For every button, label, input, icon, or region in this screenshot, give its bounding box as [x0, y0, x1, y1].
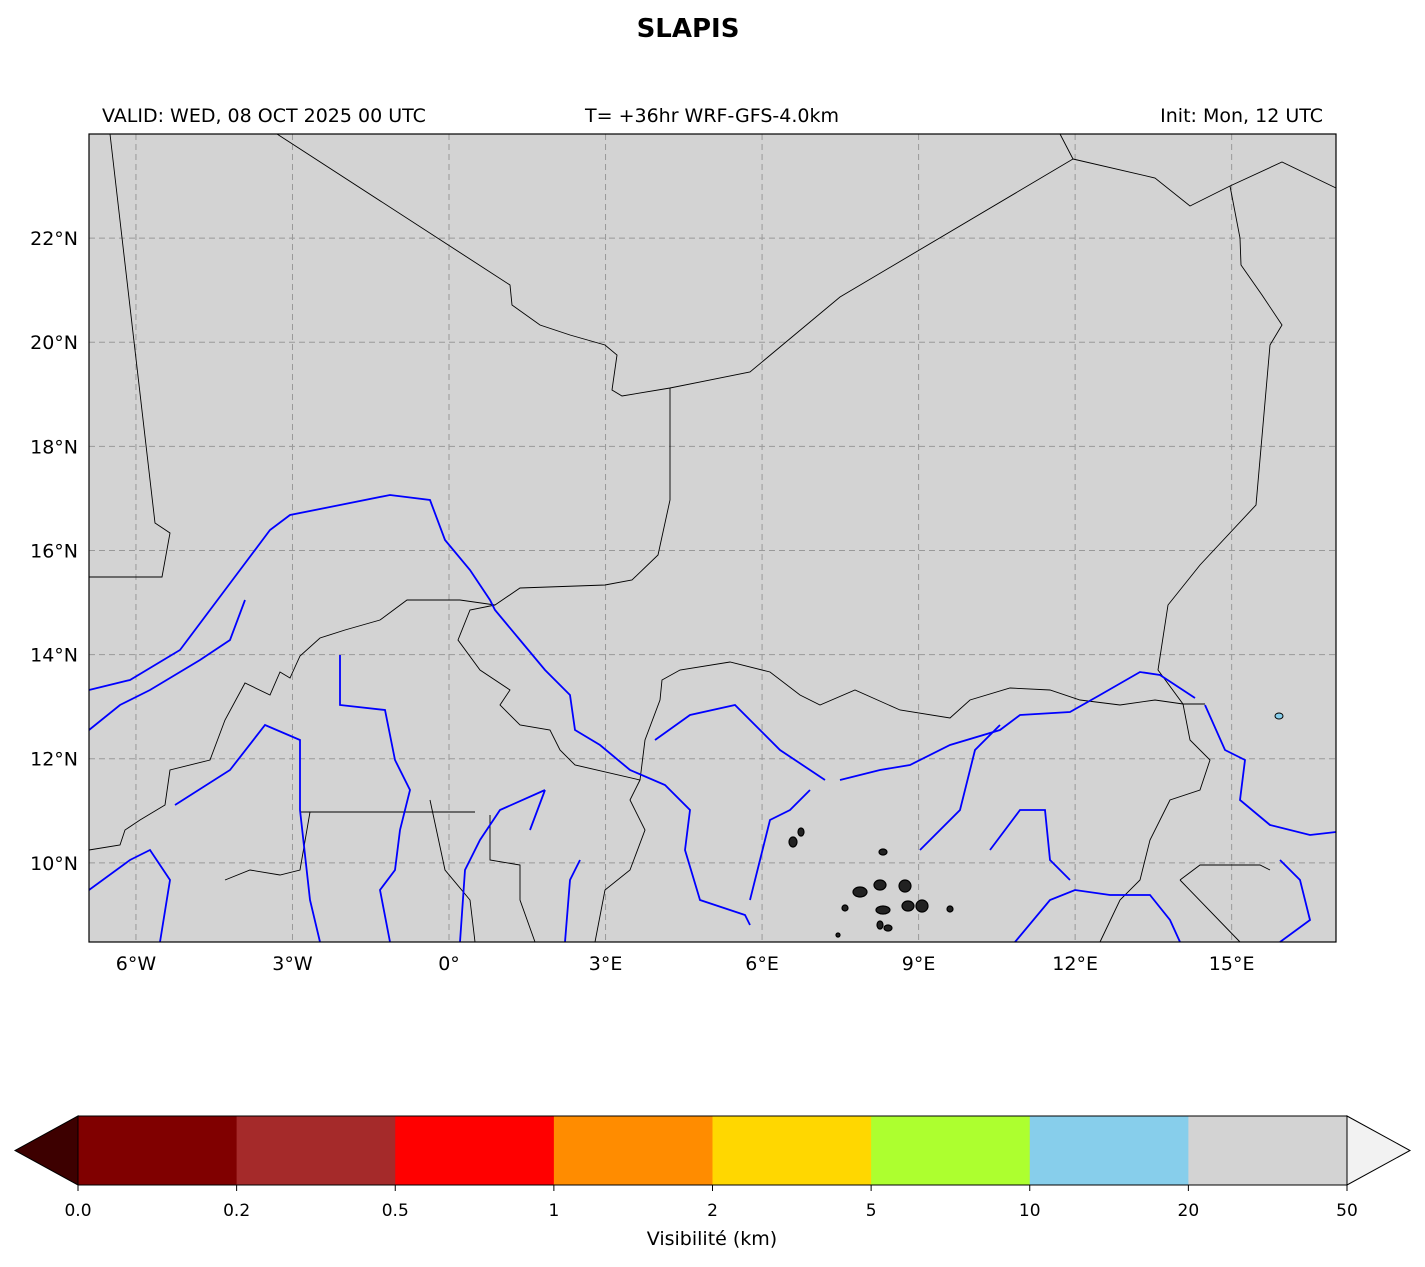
colorbar-segment	[236, 1116, 396, 1185]
y-tick-label: 16°N	[30, 540, 78, 562]
colorbar-label: Visibilité (km)	[647, 1228, 777, 1250]
run-info: T= +36hr WRF-GFS-4.0km	[584, 105, 839, 127]
colorbar-segment	[395, 1116, 555, 1185]
colorbar-segment	[712, 1116, 872, 1185]
colorbar-segment	[553, 1116, 713, 1185]
colorbar-tick-label: 0.0	[64, 1201, 91, 1221]
colorbar-tick-label: 0.2	[223, 1201, 250, 1221]
y-tick-label: 14°N	[30, 645, 78, 667]
map-frame	[88, 133, 1337, 943]
colorbar-tick-label: 2	[707, 1201, 718, 1221]
x-tick-label: 3°E	[589, 953, 623, 975]
colorbar-tick-label: 0.5	[382, 1201, 409, 1221]
visibility-contours	[788, 712, 1284, 938]
colorbar-under	[13, 1115, 79, 1186]
x-tick-label: 6°E	[745, 953, 779, 975]
x-tick-label: 12°E	[1052, 953, 1098, 975]
rivers	[88, 494, 1337, 943]
y-tick-label: 18°N	[30, 436, 78, 458]
borders	[88, 133, 1337, 943]
x-tick-label: 3°W	[272, 953, 313, 975]
y-tick-label: 10°N	[30, 853, 78, 875]
y-tick-label: 20°N	[30, 332, 78, 354]
x-tick-label: 6°W	[116, 953, 157, 975]
colorbar-tick-label: 10	[1019, 1201, 1041, 1221]
colorbar-segment	[1029, 1116, 1189, 1185]
init-time: Init: Mon, 12 UTC	[1160, 105, 1323, 127]
valid-time: VALID: WED, 08 OCT 2025 00 UTC	[102, 105, 426, 127]
colorbar-over	[1346, 1115, 1412, 1186]
y-tick-label: 12°N	[30, 749, 78, 771]
colorbar-segment	[78, 1116, 238, 1185]
colorbar-tick-label: 1	[548, 1201, 559, 1221]
map-background	[89, 134, 1336, 942]
colorbar-segment	[1188, 1116, 1348, 1185]
colorbar-segment	[871, 1116, 1031, 1185]
colorbar-tick-label: 5	[866, 1201, 877, 1221]
colorbar-tick-label: 20	[1178, 1201, 1200, 1221]
y-tick-label: 22°N	[30, 228, 78, 250]
title: SLAPIS	[637, 14, 740, 44]
x-tick-label: 9°E	[902, 953, 936, 975]
colorbar-tick-label: 50	[1336, 1201, 1358, 1221]
x-tick-label: 15°E	[1209, 953, 1255, 975]
x-tick-label: 0°	[438, 953, 460, 975]
